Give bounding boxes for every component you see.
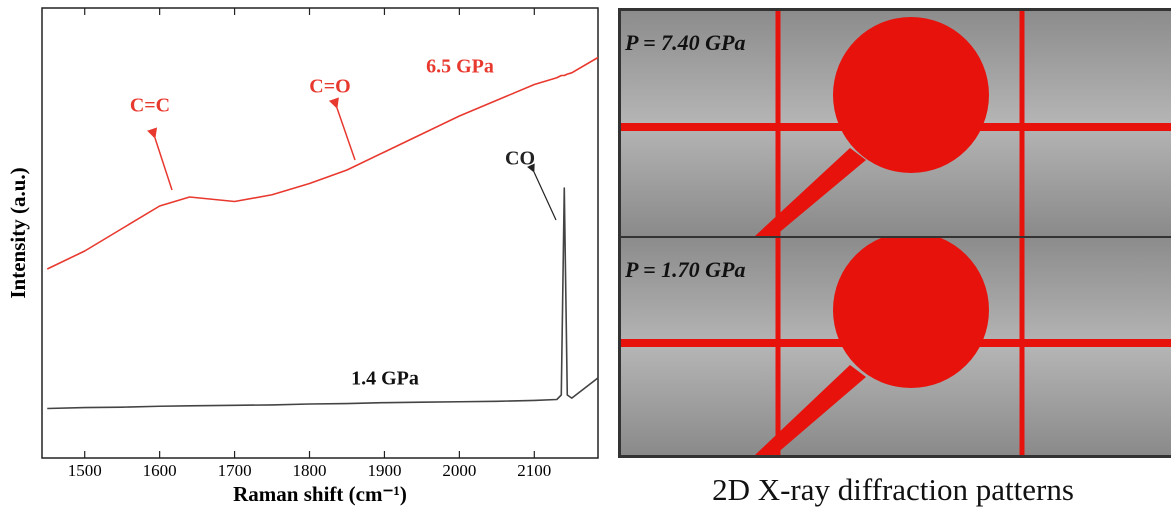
pattern: P = 1.70 GPa xyxy=(621,238,1171,455)
x-tick-label: 2000 xyxy=(442,461,476,480)
arrow xyxy=(147,127,173,191)
beamstop-arm xyxy=(755,365,866,455)
pressure-label: P = 7.40 GPa xyxy=(624,30,745,55)
plot-frame xyxy=(41,7,599,459)
x-tick-label: 1800 xyxy=(293,461,327,480)
arrow xyxy=(527,163,557,221)
series-line xyxy=(46,56,599,270)
beamstop xyxy=(833,238,989,388)
beamstop xyxy=(833,17,989,173)
arrow xyxy=(328,97,356,161)
x-tick-label: 1700 xyxy=(218,461,252,480)
y-axis-title: Intensity (a.u.) xyxy=(6,167,30,298)
raman-chart: Raman shift (cm⁻¹) Intensity (a.u.) C=C … xyxy=(6,7,599,506)
x-tick-label: 1600 xyxy=(143,461,177,480)
pattern: P = 7.40 GPa xyxy=(621,11,1171,236)
series-label: 1.4 GPa xyxy=(351,368,419,390)
pressure-label: P = 1.70 GPa xyxy=(624,257,745,282)
series-label: 6.5 GPa xyxy=(426,56,494,78)
x-tick-label: 1900 xyxy=(367,461,401,480)
diffraction-panel: P = 7.40 GPa P = 1.70 GPa 2D X-ray diffr… xyxy=(618,8,1171,507)
annotation: C=O xyxy=(309,76,350,98)
x-tick-label: 2100 xyxy=(517,461,551,480)
annotation: CO xyxy=(505,148,535,170)
x-axis-title: Raman shift (cm⁻¹) xyxy=(233,482,407,506)
beamstop-arm xyxy=(755,148,866,236)
annotation: C=C xyxy=(130,95,170,117)
series-line xyxy=(47,187,599,410)
panel-caption: 2D X-ray diffraction patterns xyxy=(712,472,1074,507)
x-tick-label: 1500 xyxy=(68,461,102,480)
